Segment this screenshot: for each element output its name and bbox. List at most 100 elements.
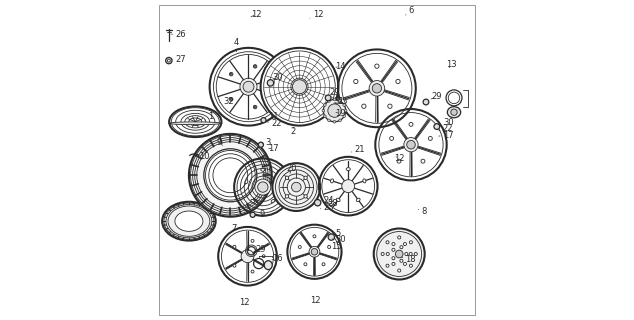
- Circle shape: [396, 250, 403, 258]
- Circle shape: [292, 80, 306, 94]
- Text: 12: 12: [239, 298, 249, 307]
- Circle shape: [429, 136, 432, 140]
- Circle shape: [189, 134, 272, 217]
- Circle shape: [314, 199, 321, 206]
- Circle shape: [268, 80, 274, 86]
- Circle shape: [362, 104, 366, 108]
- Text: 29: 29: [330, 88, 340, 97]
- Ellipse shape: [261, 169, 265, 171]
- Circle shape: [342, 180, 354, 193]
- Circle shape: [403, 262, 406, 266]
- Text: 3: 3: [262, 138, 271, 147]
- Text: 11: 11: [266, 112, 279, 121]
- Circle shape: [392, 262, 395, 266]
- Circle shape: [369, 81, 385, 96]
- Circle shape: [451, 109, 457, 116]
- Circle shape: [243, 81, 254, 92]
- Circle shape: [273, 163, 320, 211]
- Circle shape: [409, 123, 413, 126]
- Text: 6: 6: [406, 6, 414, 15]
- Circle shape: [406, 140, 415, 149]
- Text: 2: 2: [290, 127, 295, 136]
- Text: 16: 16: [272, 254, 282, 263]
- Text: 12: 12: [310, 10, 323, 19]
- Circle shape: [400, 259, 403, 262]
- Ellipse shape: [448, 107, 461, 118]
- Text: 24: 24: [320, 196, 334, 205]
- Circle shape: [292, 182, 301, 192]
- Circle shape: [233, 264, 236, 267]
- Circle shape: [261, 118, 266, 123]
- Ellipse shape: [356, 198, 360, 202]
- Text: 10: 10: [195, 152, 210, 161]
- Ellipse shape: [176, 110, 215, 133]
- Text: 12: 12: [310, 296, 321, 305]
- Circle shape: [328, 100, 330, 102]
- Ellipse shape: [363, 179, 366, 183]
- Circle shape: [398, 269, 401, 272]
- Circle shape: [414, 252, 417, 255]
- Text: 8: 8: [418, 207, 427, 216]
- Circle shape: [233, 245, 236, 248]
- Circle shape: [392, 257, 395, 260]
- Text: 9: 9: [256, 210, 264, 219]
- Text: 14: 14: [335, 62, 346, 71]
- Circle shape: [309, 246, 320, 257]
- Circle shape: [397, 159, 401, 163]
- Text: 9: 9: [217, 138, 223, 147]
- Circle shape: [354, 79, 358, 84]
- Circle shape: [386, 241, 389, 244]
- Circle shape: [311, 249, 318, 255]
- Ellipse shape: [175, 211, 203, 231]
- Text: 25: 25: [338, 97, 348, 106]
- Text: 28: 28: [325, 199, 338, 208]
- Text: 22: 22: [268, 119, 281, 128]
- Circle shape: [392, 243, 395, 245]
- Text: 15: 15: [328, 242, 342, 251]
- Ellipse shape: [264, 261, 272, 270]
- Circle shape: [322, 109, 325, 112]
- Circle shape: [230, 98, 233, 101]
- Text: 23: 23: [320, 203, 334, 212]
- Circle shape: [250, 212, 256, 217]
- Text: 17: 17: [439, 131, 453, 140]
- Circle shape: [410, 241, 413, 244]
- Text: 29: 29: [256, 245, 266, 254]
- Text: 20: 20: [287, 164, 297, 173]
- Circle shape: [165, 57, 172, 64]
- Circle shape: [255, 179, 271, 195]
- Circle shape: [404, 138, 418, 152]
- Circle shape: [230, 98, 232, 100]
- Text: 4: 4: [233, 38, 238, 52]
- Text: 12: 12: [251, 10, 262, 19]
- Circle shape: [304, 176, 307, 180]
- Circle shape: [269, 86, 271, 88]
- Text: 30: 30: [273, 73, 283, 82]
- Ellipse shape: [330, 179, 333, 183]
- Circle shape: [285, 195, 288, 198]
- Circle shape: [241, 250, 254, 263]
- Text: 26: 26: [171, 30, 186, 39]
- Text: 30: 30: [439, 118, 453, 127]
- Circle shape: [298, 245, 301, 248]
- Circle shape: [240, 78, 257, 95]
- Text: 22: 22: [439, 124, 453, 133]
- Ellipse shape: [337, 198, 340, 202]
- Circle shape: [421, 159, 425, 163]
- Text: 7: 7: [231, 224, 237, 233]
- Circle shape: [313, 235, 316, 238]
- Circle shape: [254, 106, 256, 108]
- Circle shape: [381, 252, 384, 255]
- Ellipse shape: [346, 168, 350, 171]
- Circle shape: [323, 115, 327, 117]
- Ellipse shape: [245, 180, 248, 184]
- Circle shape: [254, 105, 257, 109]
- Circle shape: [398, 236, 401, 239]
- Circle shape: [339, 119, 342, 122]
- Circle shape: [333, 120, 336, 123]
- Text: 1: 1: [205, 113, 213, 122]
- Circle shape: [254, 65, 257, 68]
- Circle shape: [323, 100, 346, 122]
- Circle shape: [167, 59, 171, 62]
- Circle shape: [386, 252, 389, 255]
